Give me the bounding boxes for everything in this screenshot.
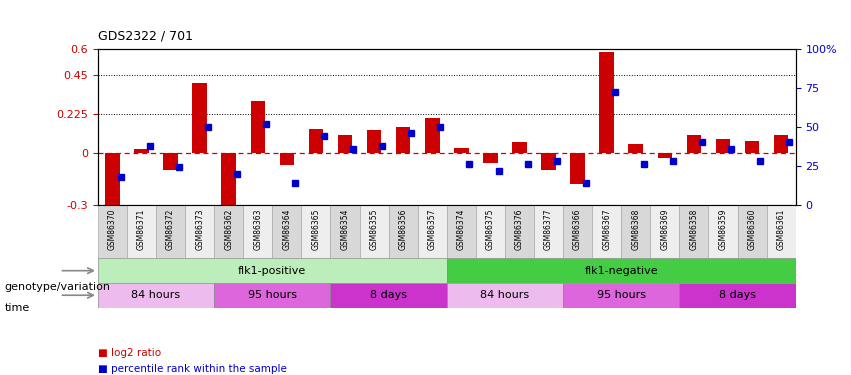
- FancyBboxPatch shape: [447, 205, 476, 258]
- Bar: [774, 135, 788, 153]
- Text: 84 hours: 84 hours: [131, 290, 180, 300]
- Text: GDS2322 / 701: GDS2322 / 701: [98, 30, 193, 42]
- Bar: [250, 101, 265, 153]
- Text: flk1-negative: flk1-negative: [585, 266, 658, 276]
- Text: GSM86370: GSM86370: [108, 209, 117, 250]
- FancyBboxPatch shape: [505, 205, 534, 258]
- Text: GSM86367: GSM86367: [603, 209, 611, 250]
- Text: GSM86354: GSM86354: [340, 209, 350, 250]
- Bar: [570, 153, 585, 184]
- Text: genotype/variation: genotype/variation: [4, 282, 111, 292]
- FancyBboxPatch shape: [447, 283, 563, 308]
- FancyBboxPatch shape: [476, 205, 505, 258]
- Bar: [309, 129, 323, 153]
- Text: 8 days: 8 days: [719, 290, 756, 300]
- Bar: [512, 142, 527, 153]
- Bar: [658, 153, 672, 158]
- FancyBboxPatch shape: [330, 283, 447, 308]
- Bar: [192, 84, 207, 153]
- Text: 8 days: 8 days: [370, 290, 407, 300]
- FancyBboxPatch shape: [127, 205, 156, 258]
- FancyBboxPatch shape: [301, 205, 330, 258]
- FancyBboxPatch shape: [98, 258, 447, 283]
- Text: GSM86358: GSM86358: [689, 209, 699, 250]
- Text: GSM86359: GSM86359: [718, 209, 728, 250]
- Bar: [687, 135, 701, 153]
- FancyBboxPatch shape: [359, 205, 389, 258]
- FancyBboxPatch shape: [709, 205, 738, 258]
- FancyBboxPatch shape: [272, 205, 301, 258]
- FancyBboxPatch shape: [447, 258, 796, 283]
- Text: GSM86355: GSM86355: [369, 209, 379, 250]
- Text: GSM86376: GSM86376: [515, 209, 524, 250]
- FancyBboxPatch shape: [767, 205, 796, 258]
- Text: GSM86375: GSM86375: [486, 209, 495, 250]
- Text: flk1-positive: flk1-positive: [238, 266, 306, 276]
- Bar: [541, 153, 556, 170]
- FancyBboxPatch shape: [389, 205, 418, 258]
- Text: time: time: [4, 303, 30, 313]
- Bar: [745, 141, 759, 153]
- Bar: [106, 153, 120, 205]
- Bar: [367, 130, 381, 153]
- Bar: [599, 52, 614, 153]
- FancyBboxPatch shape: [98, 283, 214, 308]
- Bar: [221, 153, 236, 209]
- Text: GSM86363: GSM86363: [254, 209, 262, 250]
- FancyBboxPatch shape: [330, 205, 359, 258]
- FancyBboxPatch shape: [214, 205, 243, 258]
- Bar: [163, 153, 178, 170]
- Bar: [629, 144, 643, 153]
- Text: GSM86371: GSM86371: [137, 209, 146, 250]
- FancyBboxPatch shape: [563, 205, 592, 258]
- Text: GSM86369: GSM86369: [660, 209, 670, 250]
- Text: GSM86356: GSM86356: [398, 209, 408, 250]
- Text: GSM86373: GSM86373: [195, 209, 204, 250]
- FancyBboxPatch shape: [98, 205, 127, 258]
- Text: GSM86364: GSM86364: [283, 209, 291, 250]
- Text: GSM86374: GSM86374: [457, 209, 465, 250]
- Bar: [716, 139, 730, 153]
- Text: GSM86377: GSM86377: [544, 209, 553, 250]
- Bar: [338, 135, 352, 153]
- Text: 84 hours: 84 hours: [480, 290, 529, 300]
- Bar: [280, 153, 294, 165]
- FancyBboxPatch shape: [679, 205, 709, 258]
- Text: GSM86361: GSM86361: [777, 209, 785, 250]
- Text: ■ log2 ratio: ■ log2 ratio: [98, 348, 161, 357]
- FancyBboxPatch shape: [534, 205, 563, 258]
- FancyBboxPatch shape: [592, 205, 621, 258]
- Text: 95 hours: 95 hours: [248, 290, 297, 300]
- FancyBboxPatch shape: [738, 205, 767, 258]
- Text: ■ percentile rank within the sample: ■ percentile rank within the sample: [98, 364, 287, 374]
- Text: GSM86365: GSM86365: [311, 209, 321, 250]
- FancyBboxPatch shape: [563, 283, 679, 308]
- Bar: [454, 148, 469, 153]
- FancyBboxPatch shape: [214, 283, 330, 308]
- FancyBboxPatch shape: [621, 205, 650, 258]
- FancyBboxPatch shape: [418, 205, 447, 258]
- Text: GSM86360: GSM86360: [747, 209, 757, 250]
- Text: GSM86368: GSM86368: [631, 209, 640, 250]
- Bar: [483, 153, 498, 163]
- FancyBboxPatch shape: [243, 205, 272, 258]
- Text: GSM86362: GSM86362: [224, 209, 233, 250]
- Text: GSM86366: GSM86366: [573, 209, 582, 250]
- Text: GSM86357: GSM86357: [428, 209, 437, 250]
- Bar: [396, 127, 410, 153]
- FancyBboxPatch shape: [186, 205, 214, 258]
- Text: 95 hours: 95 hours: [597, 290, 646, 300]
- Bar: [134, 149, 149, 153]
- Text: GSM86372: GSM86372: [166, 209, 175, 250]
- FancyBboxPatch shape: [679, 283, 796, 308]
- FancyBboxPatch shape: [650, 205, 679, 258]
- Bar: [425, 118, 439, 153]
- FancyBboxPatch shape: [156, 205, 186, 258]
